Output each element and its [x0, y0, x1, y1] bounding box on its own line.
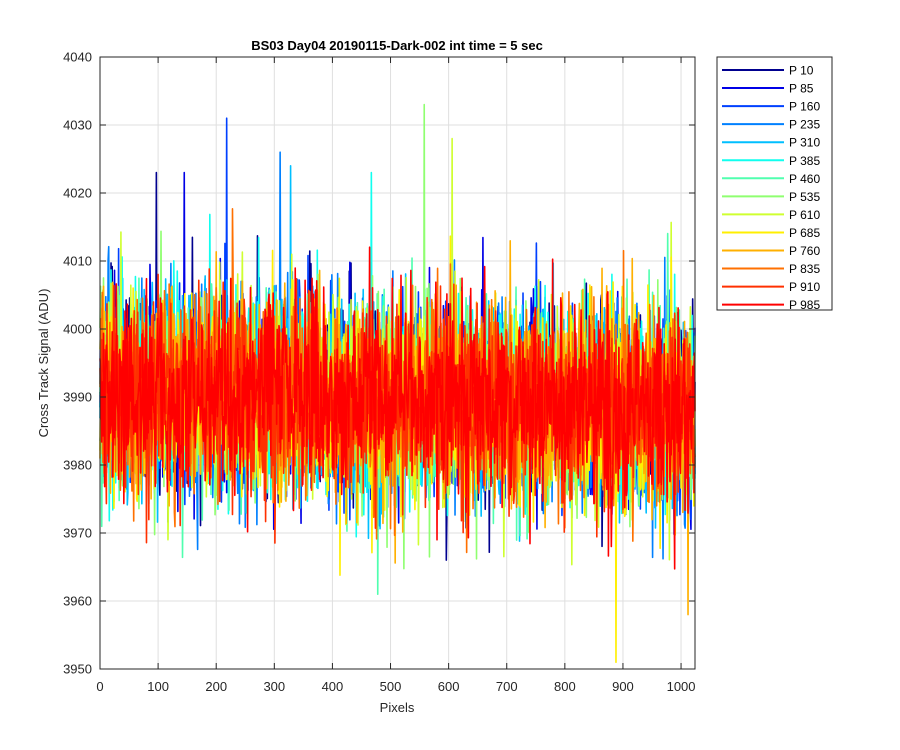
plot-area: 0 100 200 300 400 500 600 700 800 900 1000 3950 3960…: [63, 50, 696, 695]
legend-label: P 535: [789, 190, 820, 204]
x-tick-label: 800: [554, 679, 576, 694]
x-tick-label: 500: [380, 679, 402, 694]
legend-label: P 835: [789, 262, 820, 276]
x-axis-label: Pixels: [380, 700, 415, 715]
series-line: [99, 246, 696, 570]
y-tick-label: 4010: [63, 254, 92, 269]
legend-label: P 985: [789, 298, 820, 312]
y-tick-label: 3980: [63, 458, 92, 473]
plot-frame: [99, 56, 696, 670]
legend-label: P 460: [789, 172, 820, 186]
y-tick-label: 4000: [63, 322, 92, 337]
legend-label: P 610: [789, 208, 820, 222]
x-tick-label: 700: [496, 679, 518, 694]
legend-label: P 235: [789, 118, 820, 132]
legend-label: P 385: [789, 154, 820, 168]
y-tick-label: 4030: [63, 118, 92, 133]
x-tick-label: 600: [438, 679, 460, 694]
x-tick-label: 300: [263, 679, 285, 694]
x-tick-label: 900: [612, 679, 634, 694]
y-tick-label: 3950: [63, 662, 92, 677]
legend-label: P 10: [789, 64, 814, 78]
y-tick-label: 4040: [63, 50, 92, 65]
legend-label: P 760: [789, 244, 820, 258]
x-tick-label: 200: [205, 679, 227, 694]
legend-label: P 160: [789, 100, 820, 114]
x-tick-label: 1000: [667, 679, 696, 694]
x-tick-label: 100: [147, 679, 169, 694]
chart-title: BS03 Day04 20190115-Dark-002 int time = …: [251, 38, 543, 53]
y-axis-label: Cross Track Signal (ADU): [36, 289, 51, 438]
legend-label: P 310: [789, 136, 820, 150]
legend-label: P 85: [789, 82, 814, 96]
y-tick-label: 3990: [63, 390, 92, 405]
legend: P 10 P 85 P 160 P 235 P 310 P 385 P 460 P 535 P …: [716, 56, 833, 312]
x-tick-label: 400: [322, 679, 344, 694]
series-layer: [99, 103, 696, 663]
x-tick-label: 0: [96, 679, 103, 694]
y-tick-label: 3970: [63, 526, 92, 541]
y-tick-label: 3960: [63, 594, 92, 609]
y-tick-label: 4020: [63, 186, 92, 201]
legend-label: P 910: [789, 280, 820, 294]
legend-label: P 685: [789, 226, 820, 240]
tick-layer: 0 100 200 300 400 500 600 700 800 900 1000 3950 3960…: [63, 50, 695, 695]
legend-entries: P 10 P 85 P 160 P 235 P 310 P 385 P 460 P 535 P …: [722, 64, 820, 312]
